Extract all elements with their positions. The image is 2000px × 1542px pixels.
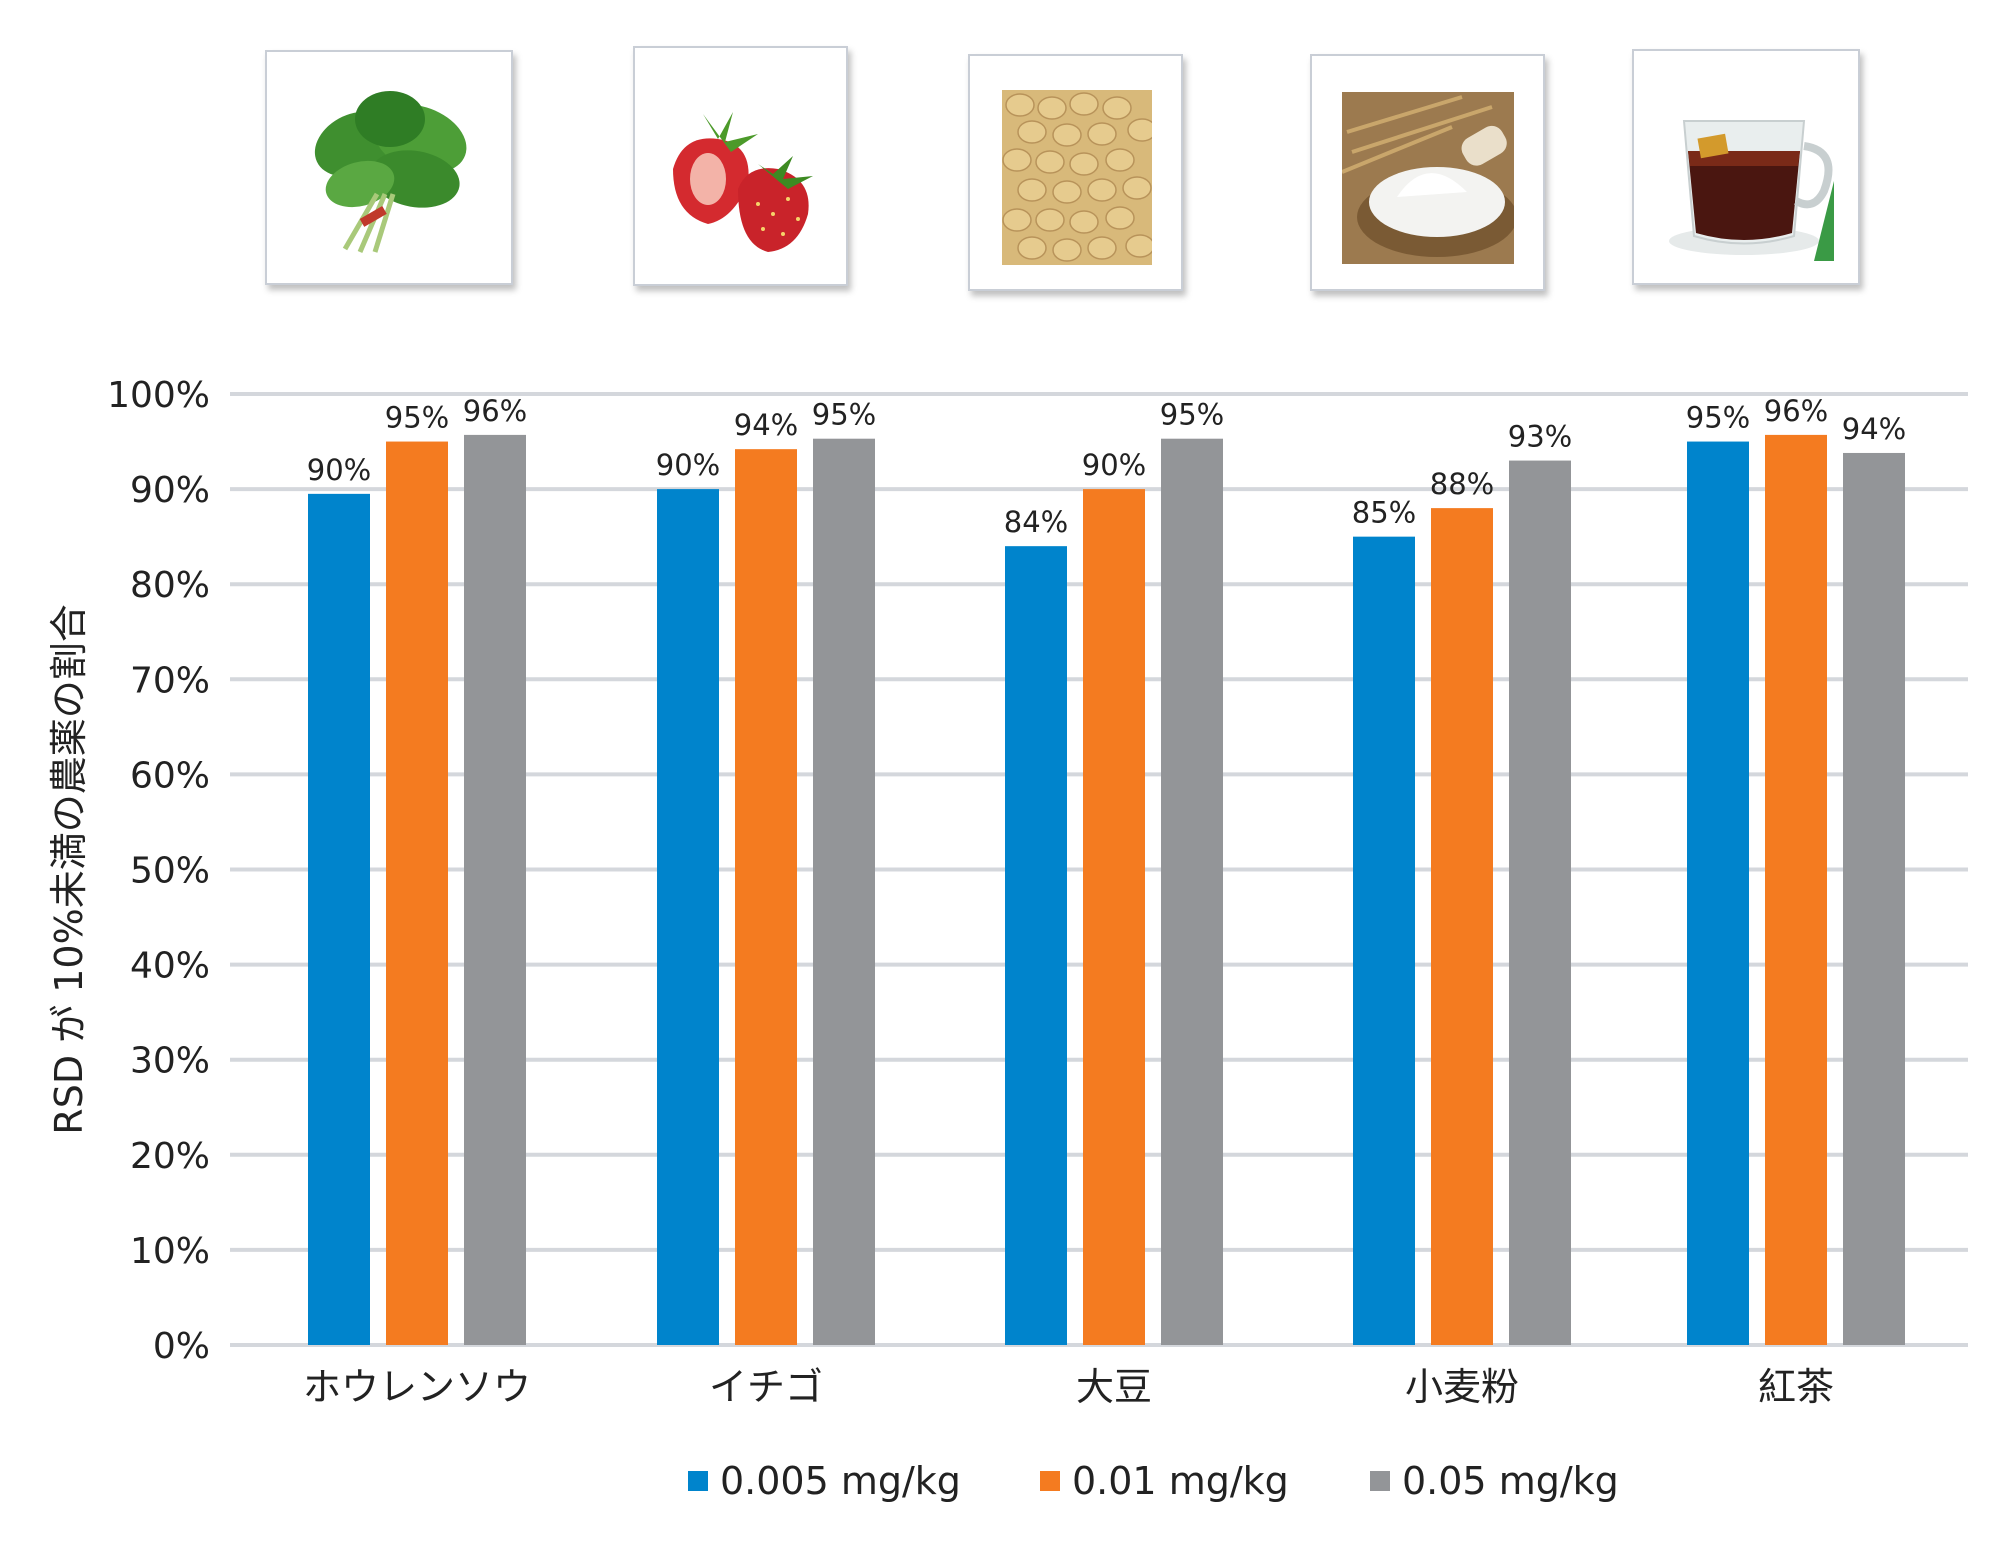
strawberry-photo xyxy=(633,46,848,286)
data-label: 93% xyxy=(1508,420,1572,454)
bar xyxy=(735,449,797,1346)
legend: 0.005 mg/kg 0.01 mg/kg 0.05 mg/kg xyxy=(688,1459,1619,1503)
bar xyxy=(1687,441,1749,1345)
bar xyxy=(1431,508,1493,1345)
bar xyxy=(1509,460,1571,1345)
bar xyxy=(386,441,448,1345)
data-label: 85% xyxy=(1352,496,1416,530)
y-tick-label: 90% xyxy=(130,470,210,511)
bar xyxy=(1353,536,1415,1345)
data-label: 94% xyxy=(734,408,798,442)
bar xyxy=(1083,489,1145,1346)
legend-label: 0.05 mg/kg xyxy=(1402,1459,1619,1503)
x-category-label: 大豆 xyxy=(1076,1365,1152,1409)
legend-swatch xyxy=(1040,1471,1060,1491)
x-category-label: 紅茶 xyxy=(1758,1365,1834,1409)
data-label: 95% xyxy=(812,398,876,432)
soybeans-photo xyxy=(968,54,1183,291)
y-tick-label: 50% xyxy=(130,851,210,892)
bar xyxy=(657,489,719,1346)
data-label: 94% xyxy=(1842,412,1906,446)
bar xyxy=(1843,452,1905,1345)
data-label: 95% xyxy=(385,401,449,435)
data-label: 88% xyxy=(1430,467,1494,501)
bar xyxy=(813,438,875,1345)
legend-label: 0.005 mg/kg xyxy=(720,1459,961,1503)
legend-label: 0.01 mg/kg xyxy=(1072,1459,1289,1503)
x-axis-categories: ホウレンソウ イチゴ 大豆 小麦粉 紅茶 xyxy=(303,1365,1834,1409)
data-label: 90% xyxy=(307,453,371,487)
data-label: 84% xyxy=(1004,505,1068,539)
black-tea-photo xyxy=(1632,49,1860,285)
data-label: 95% xyxy=(1160,398,1224,432)
y-tick-label: 20% xyxy=(130,1136,210,1177)
x-category-label: 小麦粉 xyxy=(1405,1365,1519,1409)
data-label: 96% xyxy=(463,394,527,428)
bar xyxy=(1161,438,1223,1345)
x-category-label: ホウレンソウ xyxy=(303,1365,531,1409)
y-tick-label: 10% xyxy=(130,1231,210,1272)
y-tick-label: 80% xyxy=(130,565,210,606)
y-tick-label: 70% xyxy=(130,660,210,701)
bar xyxy=(1765,434,1827,1345)
y-tick-label: 30% xyxy=(130,1041,210,1082)
legend-swatch xyxy=(688,1471,708,1491)
x-category-label: イチゴ xyxy=(709,1365,823,1409)
data-labels: 90% 95% 96% 90% 94% 95% 84% 90% 95% 85% 88% 93% 95% 9… xyxy=(307,394,1906,539)
y-axis-ticks: 0% 10% 20% 30% 40% 50% 60% 70% 80% 90% 100% xyxy=(107,375,210,1367)
y-tick-label: 100% xyxy=(107,375,210,416)
bar xyxy=(1005,546,1067,1345)
spinach-photo xyxy=(265,50,513,285)
y-tick-label: 0% xyxy=(153,1326,210,1367)
data-label: 90% xyxy=(656,448,720,482)
bar xyxy=(308,493,370,1346)
legend-swatch xyxy=(1370,1471,1390,1491)
data-label: 90% xyxy=(1082,448,1146,482)
data-label: 96% xyxy=(1764,394,1828,428)
wheat-flour-photo xyxy=(1310,54,1545,291)
data-label: 95% xyxy=(1686,401,1750,435)
y-tick-label: 60% xyxy=(130,755,210,796)
bars xyxy=(308,434,1905,1346)
y-axis-title: RSD が 10%未満の農薬の割合 xyxy=(47,604,91,1134)
y-tick-label: 40% xyxy=(130,946,210,987)
bar xyxy=(464,434,526,1345)
